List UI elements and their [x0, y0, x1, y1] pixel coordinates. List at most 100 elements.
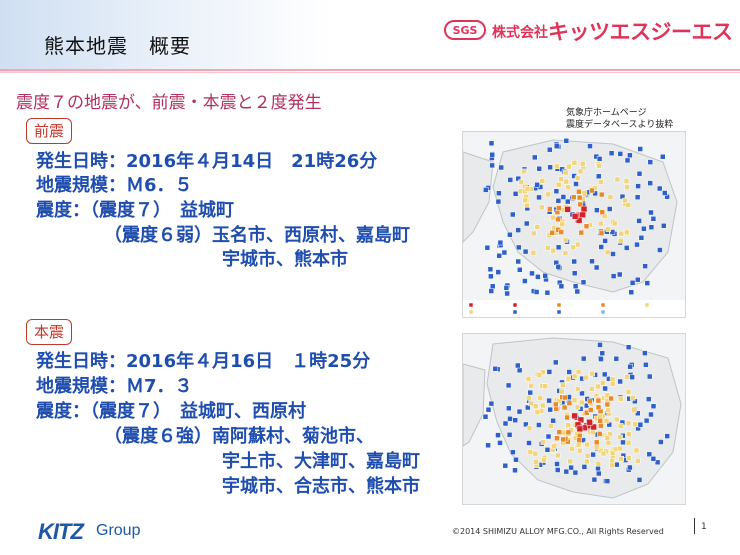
intensity-marker: [614, 176, 621, 183]
intensity-marker: [617, 423, 624, 429]
header-divider: [0, 69, 740, 71]
intensity-marker: [488, 288, 495, 294]
intensity-marker: [504, 290, 510, 297]
mainshock-magnitude: 地震規模：Ｍ7．３: [36, 376, 193, 397]
mainshock-intensity6-cont2: 宇城市、合志市、熊本市: [222, 476, 420, 497]
intensity-marker: [609, 462, 616, 469]
intensity-marker: [572, 283, 579, 289]
intensity-marker: [607, 194, 614, 200]
intensity-marker: [598, 179, 604, 185]
intensity-marker: [581, 190, 588, 196]
intensity-marker: [530, 250, 537, 256]
intensity-marker: [563, 138, 570, 144]
intensity-marker: [614, 416, 620, 423]
intensity-marker: [584, 441, 590, 448]
intensity-marker: [484, 244, 491, 251]
intensity-marker: [547, 406, 553, 413]
intensity-marker: [598, 191, 605, 198]
intensity-marker: [575, 217, 583, 224]
intensity-marker: [571, 213, 579, 220]
intensity-marker: [627, 363, 633, 370]
intensity-marker: [562, 237, 569, 243]
intensity-marker: [566, 163, 572, 170]
intensity-marker: [497, 239, 504, 246]
source-note-line2: 震度データベースより抜粋: [566, 120, 674, 130]
intensity-marker: [587, 398, 593, 404]
intensity-marker: [468, 309, 474, 315]
intensity-marker: [559, 221, 565, 228]
intensity-marker: [560, 194, 567, 200]
intensity-marker: [658, 439, 664, 445]
intensity-marker: [617, 238, 624, 244]
intensity-marker: [633, 447, 640, 454]
intensity-marker: [595, 465, 601, 472]
intensity-marker: [503, 285, 510, 291]
intensity-marker: [618, 455, 624, 462]
intensity-marker: [507, 177, 514, 183]
intensity-marker: [580, 205, 588, 213]
intensity-marker: [507, 231, 513, 238]
intensity-marker: [485, 442, 491, 449]
intensity-marker: [497, 440, 503, 446]
intensity-marker: [600, 380, 606, 386]
intensity-marker: [551, 443, 557, 450]
intensity-marker: [555, 263, 562, 270]
intensity-marker: [570, 244, 576, 251]
intensity-marker: [547, 146, 553, 153]
intensity-marker: [558, 176, 564, 182]
intensity-marker: [627, 464, 633, 471]
intensity-marker: [635, 410, 641, 417]
intensity-marker: [632, 421, 638, 428]
intensity-marker: [579, 390, 585, 397]
intensity-marker: [608, 150, 615, 156]
source-note-line1: 気象庁ホームページ: [566, 108, 647, 118]
intensity-marker: [571, 194, 577, 200]
intensity-marker: [618, 396, 624, 402]
intensity-marker: [554, 163, 560, 170]
intensity-marker: [562, 394, 568, 401]
mainshock-intensity6-cont1: 宇土市、大津町、嘉島町: [222, 451, 420, 472]
intensity-marker: [648, 209, 654, 216]
intensity-marker: [595, 173, 602, 180]
intensity-marker: [579, 399, 585, 406]
intensity-marker: [565, 429, 572, 436]
intensity-marker: [583, 223, 590, 229]
intensity-marker: [596, 431, 603, 437]
intensity-marker: [661, 223, 667, 229]
intensity-marker: [534, 224, 540, 230]
intensity-marker: [580, 279, 587, 286]
source-note: 気象庁ホームページ 震度データベースより抜粋: [566, 107, 673, 131]
intensity-marker: [565, 198, 571, 205]
mainshock-intensity7: 震度：（震度７） 益城町、西原村: [36, 401, 306, 422]
intensity-marker: [628, 289, 635, 295]
intensity-marker: [555, 216, 561, 223]
intensity-marker: [609, 458, 615, 464]
intensity-marker: [609, 229, 616, 235]
intensity-marker: [523, 421, 529, 428]
intensity-marker: [608, 395, 614, 402]
intensity-marker: [583, 374, 589, 381]
intensity-marker: [596, 162, 602, 169]
intensity-marker: [496, 252, 502, 259]
intensity-marker: [600, 309, 606, 315]
intensity-marker: [510, 211, 516, 218]
intensity-marker: [495, 198, 502, 205]
mainshock-tag: 本震: [26, 319, 73, 345]
intensity-marker: [610, 251, 616, 257]
intensity-marker: [516, 244, 522, 251]
intensity-marker: [565, 375, 572, 382]
company-name: キッツエスジーエス: [548, 20, 733, 44]
sgs-logo: SGS: [444, 20, 486, 40]
company-prefix: 株式会社: [492, 25, 548, 41]
intensity-marker: [533, 459, 539, 465]
foreshock-date: 発生日時：2016年４月14日 21時26分: [36, 151, 378, 172]
page-title: 熊本地震 概要: [44, 34, 191, 58]
intensity-marker: [622, 197, 628, 204]
intensity-marker: [533, 403, 539, 410]
intensity-marker: [635, 458, 641, 464]
intensity-marker: [636, 477, 643, 483]
foreshock-intensity7: 震度：（震度７） 益城町: [36, 200, 234, 221]
intensity-marker: [579, 160, 586, 167]
intensity-marker: [542, 272, 548, 279]
intensity-marker: [577, 168, 584, 175]
